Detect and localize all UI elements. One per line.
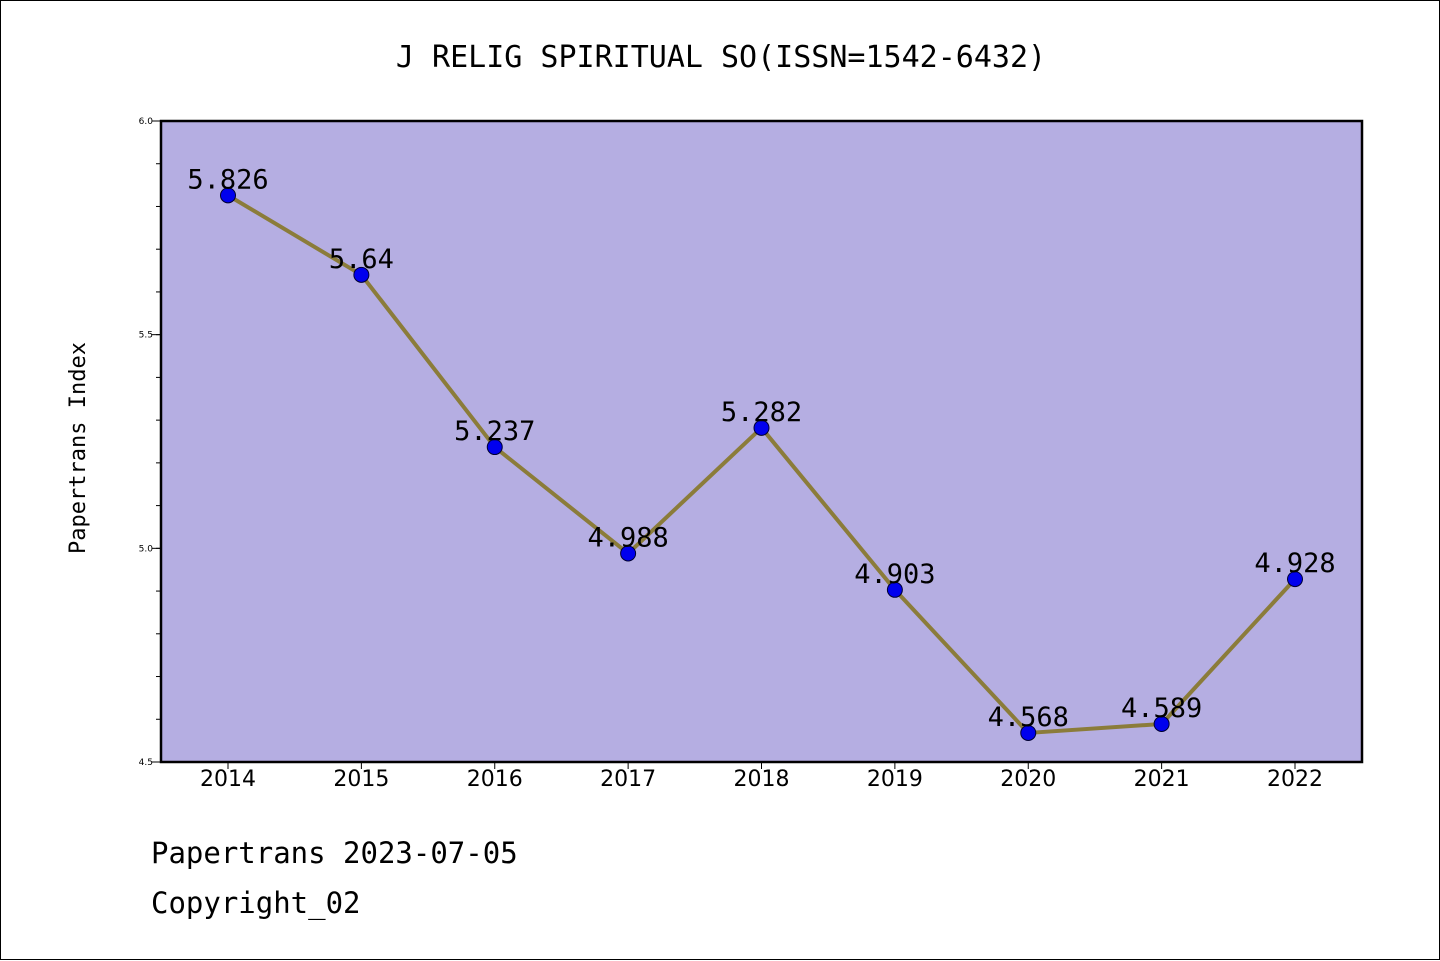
data-label: 4.928 [1254,548,1335,579]
x-tick-label: 2020 [1000,767,1056,792]
y-tick-label: 5.0 [139,544,154,554]
plot-border [159,119,1364,764]
plot-background [161,121,1362,762]
data-label: 4.589 [1121,693,1202,724]
x-tick-label: 2017 [600,767,656,792]
data-label: 5.826 [187,164,268,195]
data-point [1287,571,1303,588]
footer-copyright: Copyright_02 [151,886,361,920]
x-tick-label: 2014 [200,767,256,792]
data-point [486,439,503,456]
data-label: 5.237 [454,416,535,447]
y-tick-label: 4.5 [139,758,153,768]
x-tick-label: 2022 [1267,767,1323,792]
data-label: 4.903 [854,559,935,590]
data-label: 5.64 [329,244,394,275]
y-tick-label: 5.5 [139,331,153,341]
y-axis-label: Papertrans Index [66,342,91,554]
data-label: 5.282 [721,397,802,428]
data-point [1153,715,1170,732]
data-point [220,187,236,204]
footer-date: Papertrans 2023-07-05 [151,836,518,870]
data-point [353,266,370,283]
x-tick-label: 2015 [333,767,389,792]
x-tick-label: 2021 [1134,767,1190,792]
data-point [620,545,637,562]
plot-area: 6.0 5.5 5.0 4.5 2014 2015 2016 2017 2018 2019 2020… [139,117,1364,792]
data-point [753,419,770,436]
data-label: 4.988 [587,522,668,553]
x-tick-label: 2019 [867,767,923,792]
chart-title: J RELIG SPIRITUAL SO(ISSN=1542-6432) [396,40,1046,75]
data-point [886,581,903,598]
data-point [1020,724,1037,741]
x-tick-label: 2018 [734,767,790,792]
x-tick-label: 2016 [467,767,523,792]
data-label: 4.568 [988,702,1069,733]
y-tick-label: 6.0 [139,117,154,127]
